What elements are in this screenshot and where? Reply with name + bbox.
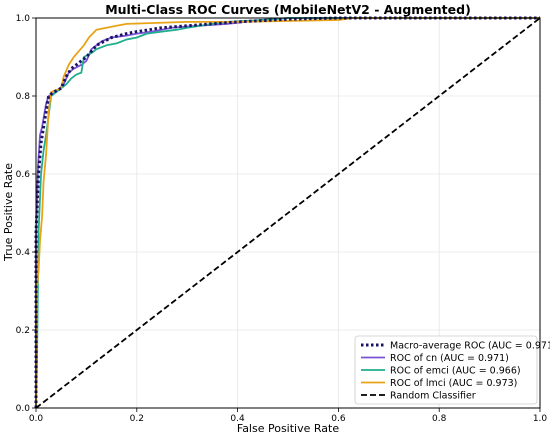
y-axis-ticks: 0.0 0.2 0.4 0.6 0.8 1.0 [16,14,36,414]
legend: Macro-average ROC (AUC = 0.971)ROC of cn… [354,335,550,405]
y-axis-title: True Positive Rate [2,163,15,262]
legend-label: ROC of lmci (AUC = 0.973) [390,378,517,389]
y-tick-label: 0.2 [16,326,30,336]
series-line-2 [35,17,540,409]
plot-frame [35,17,541,409]
series-line-4 [35,17,541,409]
chart-title: Multi-Class ROC Curves (MobileNetV2 - Au… [105,2,471,17]
y-tick-label: 0.0 [16,404,31,414]
y-tick-label: 0.4 [16,248,31,258]
legend-label: ROC of cn (AUC = 0.971) [390,353,509,364]
x-tick-label: 0.0 [29,414,44,424]
legend-label: Macro-average ROC (AUC = 0.971) [390,341,550,352]
series-line-3 [34,16,540,408]
x-tick-label: 1.0 [533,414,548,424]
y-tick-label: 1.0 [16,14,31,24]
x-tick-label: 0.2 [130,414,144,424]
x-tick-label: 0.8 [432,414,447,424]
x-tick-label: 0.4 [230,414,245,424]
y-tick-label: 0.8 [16,92,31,102]
legend-label: ROC of emci (AUC = 0.966) [390,366,521,377]
legend-box [354,335,538,405]
x-axis-ticks: 0.0 0.2 0.4 0.6 0.8 1.0 [29,408,548,424]
y-tick-label: 0.6 [16,170,31,180]
series-layer [34,16,541,409]
x-axis-title: False Positive Rate [237,422,339,435]
legend-label: Random Classifier [390,391,476,402]
x-tick-label: 0.6 [331,414,346,424]
